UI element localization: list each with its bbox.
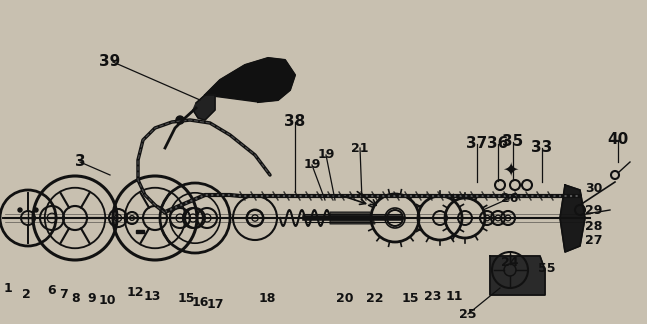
Text: 6: 6	[48, 284, 56, 297]
Text: 7: 7	[60, 288, 69, 302]
Circle shape	[34, 208, 38, 212]
Bar	[136, 230, 144, 233]
Text: 9: 9	[88, 292, 96, 305]
Text: 3: 3	[74, 155, 85, 169]
Text: 38: 38	[285, 114, 305, 130]
Text: 12: 12	[126, 286, 144, 299]
Polygon shape	[560, 185, 585, 252]
Text: 1: 1	[4, 282, 12, 295]
Circle shape	[176, 116, 184, 124]
Text: 17: 17	[206, 298, 224, 311]
Circle shape	[18, 208, 22, 212]
Text: 37: 37	[466, 136, 488, 152]
Text: 25: 25	[459, 307, 477, 320]
Text: 24: 24	[501, 256, 519, 269]
Text: 18: 18	[258, 292, 276, 305]
Text: 2: 2	[21, 288, 30, 302]
Text: 8: 8	[72, 292, 80, 305]
Text: 30: 30	[586, 181, 603, 194]
Text: 22: 22	[366, 292, 384, 305]
Text: 15: 15	[401, 292, 419, 305]
Text: 16: 16	[192, 295, 209, 308]
Text: ✦: ✦	[502, 160, 518, 179]
Text: 11: 11	[445, 290, 463, 303]
Text: 20: 20	[336, 292, 354, 305]
Text: 26: 26	[501, 191, 519, 204]
Text: 28: 28	[586, 219, 603, 233]
Text: 19: 19	[303, 158, 321, 171]
Text: 21: 21	[351, 142, 369, 155]
Text: 23: 23	[424, 290, 442, 303]
Text: 55: 55	[538, 261, 556, 274]
Text: 35: 35	[502, 134, 523, 149]
Text: 10: 10	[98, 294, 116, 307]
Text: 39: 39	[100, 54, 120, 70]
Text: 27: 27	[586, 234, 603, 247]
Text: 40: 40	[608, 133, 629, 147]
Polygon shape	[193, 95, 215, 120]
Text: 15: 15	[177, 292, 195, 305]
Text: 19: 19	[317, 148, 334, 161]
Text: 33: 33	[531, 141, 553, 156]
Polygon shape	[205, 58, 295, 102]
Polygon shape	[330, 212, 375, 224]
Polygon shape	[490, 256, 545, 295]
Text: 29: 29	[586, 203, 603, 216]
Text: 36: 36	[487, 136, 509, 152]
Text: 13: 13	[144, 290, 160, 303]
